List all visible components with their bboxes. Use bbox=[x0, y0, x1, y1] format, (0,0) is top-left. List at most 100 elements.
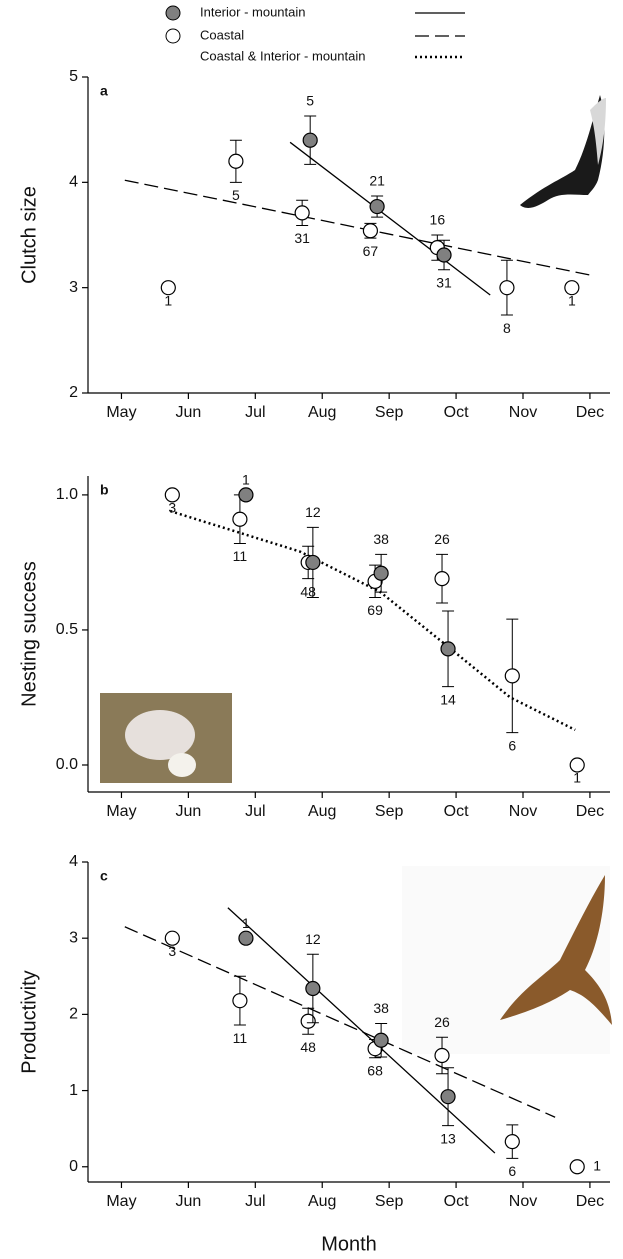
figure: Interior - mountain Coastal Coastal & Inte… bbox=[0, 0, 623, 1259]
sample-size: 14 bbox=[440, 691, 456, 707]
y-tick-label: 0.0 bbox=[56, 756, 78, 773]
sample-size: 48 bbox=[300, 583, 316, 599]
y-tick-label: 1 bbox=[69, 1082, 78, 1099]
panel-label: a bbox=[100, 83, 108, 99]
data-point bbox=[233, 512, 247, 526]
x-tick-label: Sep bbox=[375, 1193, 404, 1210]
sample-size: 21 bbox=[369, 173, 385, 189]
y-tick-label: 3 bbox=[69, 929, 78, 946]
x-tick-label: Aug bbox=[308, 404, 336, 421]
sample-size: 1 bbox=[164, 292, 172, 308]
y-tick-label: 4 bbox=[69, 853, 78, 870]
sample-size: 11 bbox=[233, 548, 248, 564]
y-tick-label: 4 bbox=[69, 174, 78, 191]
sample-size: 1 bbox=[573, 770, 581, 786]
data-point bbox=[233, 994, 247, 1008]
y-tick-label: 3 bbox=[69, 279, 78, 296]
x-tick-label: Oct bbox=[444, 803, 469, 820]
data-point bbox=[505, 669, 519, 683]
data-point bbox=[441, 642, 455, 656]
sample-size: 26 bbox=[434, 1014, 450, 1030]
x-tick-label: Oct bbox=[444, 1193, 469, 1210]
legend-label: Interior - mountain bbox=[200, 4, 306, 19]
trend-line bbox=[290, 142, 490, 295]
x-tick-label: Oct bbox=[444, 404, 469, 421]
sample-size: 1 bbox=[568, 292, 576, 308]
sample-size: 1 bbox=[593, 1157, 601, 1173]
sample-size: 26 bbox=[434, 531, 450, 547]
x-axis-label: Month bbox=[321, 1233, 377, 1255]
data-point bbox=[435, 572, 449, 586]
x-tick-label: Jul bbox=[245, 1193, 265, 1210]
x-tick-label: Dec bbox=[576, 803, 604, 820]
sample-size: 38 bbox=[373, 1000, 389, 1016]
x-tick-label: Jun bbox=[175, 404, 201, 421]
sample-size: 11 bbox=[233, 1030, 248, 1046]
sample-size: 8 bbox=[503, 320, 511, 336]
data-point bbox=[306, 555, 320, 569]
data-point bbox=[374, 1033, 388, 1047]
x-tick-label: Dec bbox=[576, 1193, 604, 1210]
data-point bbox=[239, 488, 253, 502]
data-point bbox=[303, 133, 317, 147]
data-point bbox=[229, 154, 243, 168]
y-axis-label: Clutch size bbox=[18, 186, 40, 284]
y-tick-label: 5 bbox=[69, 68, 78, 85]
data-point bbox=[437, 248, 451, 262]
sample-size: 1 bbox=[242, 915, 250, 931]
y-tick-label: 0 bbox=[69, 1158, 78, 1175]
x-tick-label: Jul bbox=[245, 404, 265, 421]
x-tick-label: May bbox=[106, 803, 136, 820]
x-tick-label: Sep bbox=[375, 404, 404, 421]
sample-size: 31 bbox=[294, 230, 310, 246]
data-point bbox=[500, 281, 514, 295]
data-point bbox=[239, 931, 253, 945]
sample-size: 69 bbox=[367, 602, 383, 618]
legend-marker bbox=[166, 29, 180, 43]
sample-size: 3 bbox=[168, 943, 176, 959]
chick-photo bbox=[100, 693, 232, 783]
sample-size: 16 bbox=[430, 212, 446, 228]
data-point bbox=[295, 206, 309, 220]
x-tick-label: Nov bbox=[509, 404, 537, 421]
y-axis-label: Productivity bbox=[18, 970, 40, 1073]
x-tick-label: Dec bbox=[576, 404, 604, 421]
x-tick-label: Jul bbox=[245, 803, 265, 820]
sample-size: 1 bbox=[242, 472, 250, 488]
x-tick-label: Nov bbox=[509, 1193, 537, 1210]
data-point bbox=[363, 224, 377, 238]
x-tick-label: May bbox=[106, 404, 136, 421]
sample-size: 12 bbox=[305, 504, 321, 520]
x-tick-label: Aug bbox=[308, 803, 336, 820]
data-point bbox=[570, 1160, 584, 1174]
sample-size: 31 bbox=[436, 274, 452, 290]
sample-size: 6 bbox=[508, 737, 516, 753]
sample-size: 67 bbox=[363, 243, 379, 259]
sample-size: 68 bbox=[367, 1063, 383, 1079]
y-tick-label: 1.0 bbox=[56, 486, 78, 503]
x-tick-label: Nov bbox=[509, 803, 537, 820]
panel-label: b bbox=[100, 482, 109, 498]
eagle-image bbox=[520, 95, 606, 208]
sample-size: 48 bbox=[300, 1039, 316, 1055]
sample-size: 13 bbox=[440, 1130, 456, 1146]
legend-marker bbox=[166, 6, 180, 20]
legend-label: Coastal & Interior - mountain bbox=[200, 48, 365, 63]
sample-size: 38 bbox=[373, 531, 389, 547]
y-tick-label: 2 bbox=[69, 1006, 78, 1023]
data-point bbox=[505, 1135, 519, 1149]
x-tick-label: Jun bbox=[175, 1193, 201, 1210]
data-point bbox=[435, 1049, 449, 1063]
data-point bbox=[306, 981, 320, 995]
legend-label: Coastal bbox=[200, 27, 244, 42]
sample-size: 12 bbox=[305, 931, 321, 947]
data-point bbox=[374, 566, 388, 580]
data-point bbox=[370, 200, 384, 214]
y-axis-label: Nesting success bbox=[18, 561, 40, 707]
sample-size: 6 bbox=[508, 1163, 516, 1179]
sample-size: 5 bbox=[232, 187, 240, 203]
y-tick-label: 0.5 bbox=[56, 621, 78, 638]
x-tick-label: Sep bbox=[375, 803, 404, 820]
data-point bbox=[441, 1090, 455, 1104]
y-tick-label: 2 bbox=[69, 384, 78, 401]
